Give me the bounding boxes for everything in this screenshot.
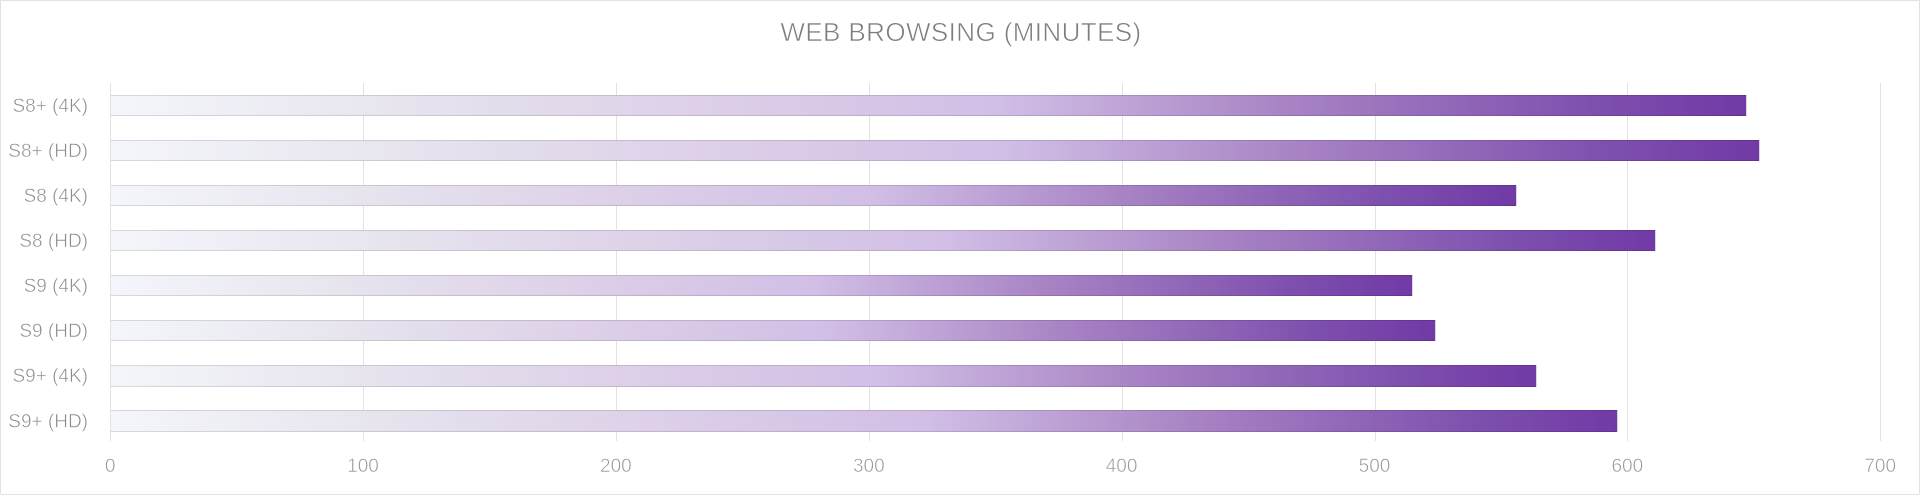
svg-text:200: 200 <box>600 456 632 477</box>
svg-text:S9+ (HD): S9+ (HD) <box>8 411 88 432</box>
svg-text:400: 400 <box>1106 456 1138 477</box>
svg-text:S8 (4K): S8 (4K) <box>24 186 88 207</box>
svg-text:S9+ (4K): S9+ (4K) <box>12 366 88 387</box>
svg-text:S9 (4K): S9 (4K) <box>24 276 88 297</box>
svg-text:100: 100 <box>347 456 379 477</box>
svg-text:500: 500 <box>1359 456 1391 477</box>
svg-text:S8+ (HD): S8+ (HD) <box>8 141 88 162</box>
svg-text:S8 (HD): S8 (HD) <box>19 231 88 252</box>
svg-text:700: 700 <box>1864 456 1896 477</box>
svg-text:S8+ (4K): S8+ (4K) <box>12 96 88 117</box>
svg-text:600: 600 <box>1611 456 1643 477</box>
svg-text:0: 0 <box>105 456 116 477</box>
svg-text:300: 300 <box>853 456 885 477</box>
svg-text:S9 (HD): S9 (HD) <box>19 321 88 342</box>
